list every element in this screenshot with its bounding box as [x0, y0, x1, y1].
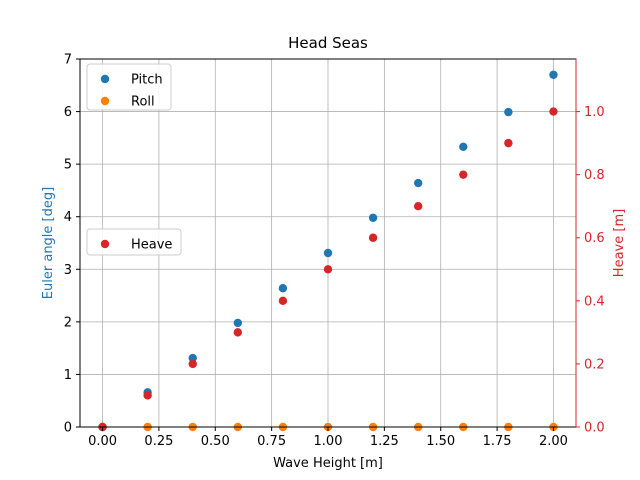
y-axis-left-label: Euler angle [deg] — [41, 187, 56, 299]
y-right-tick-label: 0.0 — [584, 421, 605, 436]
legend-label-roll: Roll — [131, 95, 155, 110]
heave-point — [549, 107, 558, 116]
pitch-point — [233, 318, 243, 328]
heave-point — [504, 138, 513, 148]
axes-layer: 0.00 0.25 0.50 0.75 1.00 1.25 1.50 1.75 2.000123… — [64, 53, 605, 450]
x-tick-label: 1.00 — [314, 434, 343, 449]
y-left-tick-label: 6 — [64, 105, 72, 120]
legend-center-left: Heave — [86, 228, 182, 256]
y-right-tick-label: 0.4 — [584, 294, 605, 309]
y-right-tick-label: 0.8 — [584, 168, 605, 183]
y-left-tick-label: 7 — [64, 53, 72, 68]
pitch-point — [549, 70, 558, 79]
y-left-tick-label: 1 — [64, 368, 72, 383]
y-left-tick-label: 2 — [64, 315, 72, 330]
chart-title: Head Seas — [288, 34, 368, 52]
y-axis-right-label: Heave [m] — [612, 209, 627, 277]
y-right-tick-label: 0.6 — [584, 231, 605, 246]
y-left-tick-label: 5 — [64, 158, 72, 173]
heave-point — [188, 359, 197, 369]
x-tick-label: 0.25 — [144, 434, 173, 449]
legend-label-pitch: Pitch — [131, 73, 163, 88]
y-right-tick-label: 1.0 — [584, 105, 605, 120]
x-tick-label: 1.75 — [483, 434, 512, 449]
legend-marker-pitch — [100, 74, 110, 84]
heave-point — [413, 202, 423, 211]
pitch-point — [459, 142, 468, 151]
pitch-point — [413, 178, 423, 188]
pitch-point — [504, 107, 513, 117]
legend-layer: Pitch Roll Heave — [86, 63, 182, 256]
legend-box — [86, 228, 182, 256]
x-tick-label: 1.25 — [370, 434, 399, 449]
y-right-tick-label: 0.2 — [584, 357, 605, 372]
y-left-tick-label: 0 — [64, 421, 72, 436]
x-tick-label: 0.75 — [257, 434, 286, 449]
legend-upper-left: Pitch Roll — [86, 63, 172, 111]
heave-point — [143, 391, 152, 400]
legend-marker-heave — [100, 239, 110, 249]
heave-point — [459, 170, 468, 179]
legend-label-heave: Heave — [131, 238, 172, 253]
legend-marker-roll — [100, 96, 110, 106]
heave-point — [233, 328, 243, 337]
x-tick-label: 1.50 — [426, 434, 455, 449]
x-tick-label: 0.50 — [201, 434, 230, 449]
pitch-point — [188, 353, 197, 363]
pitch-point — [323, 248, 333, 258]
heave-point — [323, 265, 333, 274]
x-tick-label: 2.00 — [539, 434, 568, 449]
x-tick-label: 0.00 — [88, 434, 117, 449]
heave-point — [278, 296, 288, 306]
y-left-tick-label: 3 — [64, 263, 72, 278]
x-axis-label: Wave Height [m] — [273, 456, 383, 471]
heave-point — [368, 233, 378, 242]
y-left-tick-label: 4 — [64, 210, 72, 225]
pitch-point — [278, 284, 288, 293]
pitch-point — [368, 213, 378, 222]
